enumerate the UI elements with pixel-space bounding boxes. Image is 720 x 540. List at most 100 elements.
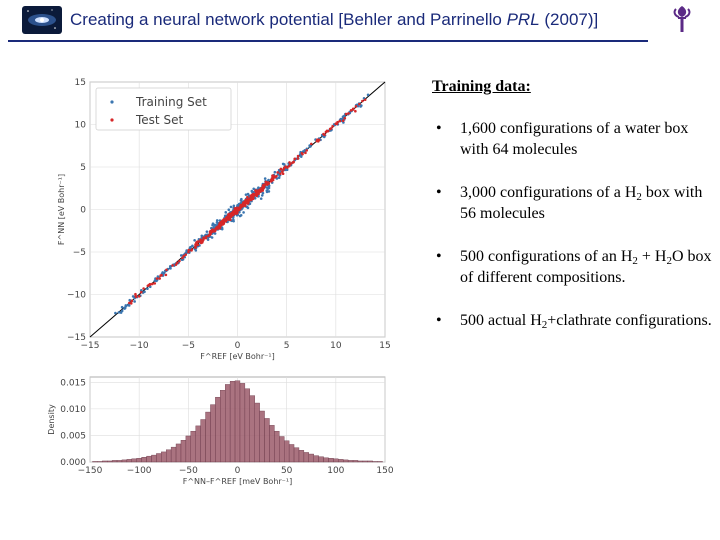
- histogram-x-tick: 50: [281, 466, 293, 476]
- test-point: [279, 167, 283, 171]
- scatter-x-label: F^REF [eV Bohr⁻¹]: [200, 352, 274, 361]
- test-point: [263, 183, 266, 186]
- test-point: [164, 273, 168, 277]
- training-point: [283, 163, 286, 166]
- test-point: [300, 151, 304, 155]
- test-point: [310, 142, 313, 146]
- test-point: [243, 204, 247, 208]
- histogram-bar: [234, 380, 241, 463]
- histogram-bar: [210, 404, 216, 463]
- histogram-y-tick: 0.010: [60, 405, 86, 415]
- histogram-bar: [303, 452, 309, 463]
- scatter-x-tick: −10: [130, 341, 149, 351]
- histogram-bar: [102, 460, 108, 463]
- test-point: [184, 253, 188, 256]
- histogram-bar: [254, 402, 260, 463]
- training-point: [123, 307, 126, 310]
- test-point: [326, 129, 330, 133]
- bullet-text: 1,600 configurations of a water box with…: [460, 120, 689, 158]
- test-point: [292, 160, 295, 164]
- training-point: [265, 190, 269, 194]
- test-point: [153, 282, 157, 285]
- histogram-bar: [347, 460, 354, 463]
- test-point: [181, 256, 184, 260]
- bullet-list: • 1,600 configurations of a water box wit…: [428, 118, 713, 353]
- test-point: [201, 238, 205, 242]
- test-point: [220, 220, 223, 224]
- bullet-text: O box of different compositions.: [460, 248, 712, 286]
- histogram-bar: [215, 396, 221, 463]
- training-point: [215, 219, 219, 222]
- test-point: [139, 290, 143, 294]
- histogram-x-label: F^NN–F^REF [meV Bohr⁻¹]: [183, 477, 292, 486]
- training-point: [301, 150, 305, 153]
- test-point: [197, 240, 201, 243]
- training-point: [189, 245, 192, 249]
- test-point: [171, 264, 174, 267]
- test-point: [334, 122, 338, 126]
- scatter-y-label: F^NN [eV Bohr⁻¹]: [57, 174, 66, 245]
- test-point: [358, 102, 361, 106]
- histogram-bar: [313, 455, 319, 463]
- test-point: [215, 227, 219, 231]
- training-point: [260, 194, 264, 197]
- test-point: [142, 287, 145, 290]
- bullet-marker: •: [436, 312, 442, 329]
- histogram-bar: [264, 418, 270, 463]
- test-point: [224, 219, 228, 223]
- scatter-y-tick: 0: [80, 206, 86, 216]
- histogram-bar: [298, 450, 305, 463]
- histogram-bar: [357, 460, 364, 463]
- training-point: [257, 186, 260, 190]
- training-point: [342, 114, 346, 118]
- training-point: [232, 218, 235, 221]
- training-point: [265, 186, 269, 189]
- training-point: [244, 193, 248, 196]
- scatter-legend-box: [95, 87, 232, 131]
- training-point: [211, 223, 214, 227]
- test-point: [331, 124, 334, 128]
- histogram-bar: [146, 455, 152, 463]
- scatter-x-tick: 5: [284, 341, 290, 351]
- scatter-x-tick: 0: [235, 341, 241, 351]
- test-point: [160, 273, 163, 277]
- test-point: [287, 164, 291, 168]
- test-point: [204, 236, 208, 240]
- histogram-bar: [151, 454, 157, 463]
- test-point: [273, 176, 276, 179]
- figure-panel: −15 −10 −5 0 5 10 15 −15 −10 −5 0 5 10 15 Training Set…: [30, 72, 400, 497]
- histogram-x-tick: −150: [78, 466, 103, 476]
- histogram-bar: [279, 436, 285, 463]
- test-point: [232, 212, 236, 216]
- histogram-bar: [377, 461, 383, 463]
- training-point: [206, 238, 210, 241]
- title-rule: [8, 40, 648, 42]
- test-point: [250, 195, 253, 198]
- test-point: [155, 277, 159, 280]
- test-point: [227, 213, 230, 216]
- histogram-bar: [318, 456, 324, 463]
- test-point: [226, 215, 230, 218]
- training-point: [205, 230, 209, 233]
- histogram-x-tick: 100: [327, 466, 344, 476]
- slide-header: Creating a neural network potential [Beh…: [0, 0, 720, 42]
- training-point: [125, 304, 128, 308]
- histogram-bar: [205, 411, 211, 463]
- training-point: [185, 249, 188, 252]
- training-point: [120, 305, 124, 309]
- test-point: [341, 119, 345, 123]
- histogram-bar: [175, 443, 182, 463]
- histogram-bar: [190, 430, 196, 463]
- histogram-bar: [244, 388, 250, 463]
- training-point: [261, 191, 265, 195]
- histogram-bar: [274, 430, 280, 463]
- training-point: [245, 205, 249, 209]
- subscript: 2: [632, 255, 638, 267]
- test-point: [165, 268, 168, 272]
- histogram-x-tick: 150: [376, 466, 393, 476]
- test-point: [128, 301, 131, 305]
- training-point: [259, 197, 263, 200]
- test-point: [361, 99, 364, 103]
- histogram-bar: [338, 459, 344, 463]
